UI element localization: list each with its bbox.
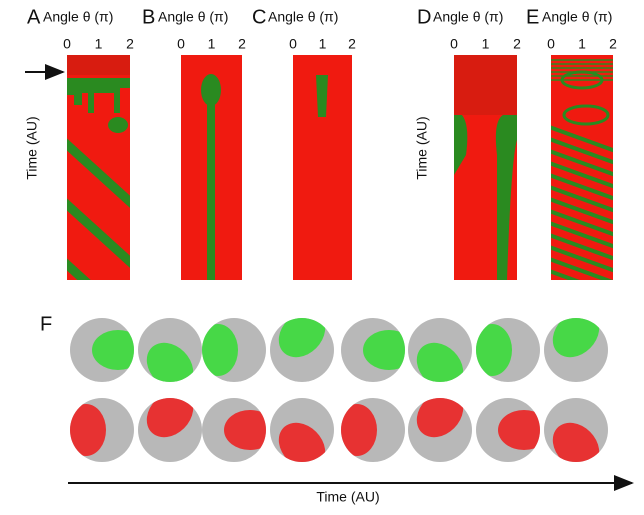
x-axis-label: Angle θ (π)	[542, 9, 612, 25]
panel-letter: C	[252, 6, 266, 28]
x-tick-label: 0	[450, 36, 458, 52]
x-tick-label: 1	[208, 36, 216, 52]
initial-band	[454, 55, 517, 115]
y-axis-label: Time (AU)	[414, 116, 430, 179]
x-tick-label: 2	[609, 36, 617, 52]
panel-letter: F	[40, 313, 52, 335]
x-tick-label: 0	[289, 36, 297, 52]
cap	[198, 324, 238, 376]
panel-letter: D	[417, 6, 431, 28]
initial-band	[67, 55, 130, 75]
x-tick-label: 1	[578, 36, 586, 52]
x-tick-label: 2	[238, 36, 246, 52]
domain	[201, 74, 221, 106]
cap	[224, 410, 276, 450]
domain	[108, 117, 128, 133]
domain	[207, 90, 215, 280]
x-axis-label: Angle θ (π)	[268, 9, 338, 25]
stripe	[530, 276, 640, 316]
panel-letter: B	[142, 6, 155, 28]
x-axis-label: Time (AU)	[316, 489, 379, 505]
cap	[337, 404, 377, 456]
x-tick-label: 2	[513, 36, 521, 52]
cap	[498, 410, 550, 450]
cap	[92, 330, 144, 370]
cap	[472, 324, 512, 376]
panel-letter: A	[27, 6, 41, 28]
x-tick-label: 0	[177, 36, 185, 52]
y-axis-label: Time (AU)	[24, 116, 40, 179]
x-tick-label: 2	[126, 36, 134, 52]
x-tick-label: 1	[482, 36, 490, 52]
panel-letter: E	[526, 6, 539, 28]
x-axis-label: Angle θ (π)	[433, 9, 503, 25]
x-tick-label: 1	[319, 36, 327, 52]
x-tick-label: 0	[547, 36, 555, 52]
x-tick-label: 0	[63, 36, 71, 52]
x-axis-label: Angle θ (π)	[158, 9, 228, 25]
x-axis-label: Angle θ (π)	[43, 9, 113, 25]
x-tick-label: 2	[348, 36, 356, 52]
x-tick-label: 1	[95, 36, 103, 52]
cap	[66, 404, 106, 456]
cap	[363, 330, 415, 370]
domain	[316, 75, 328, 117]
figure: AAngle θ (π)012Time (AU)BAngle θ (π)012C…	[0, 0, 644, 515]
